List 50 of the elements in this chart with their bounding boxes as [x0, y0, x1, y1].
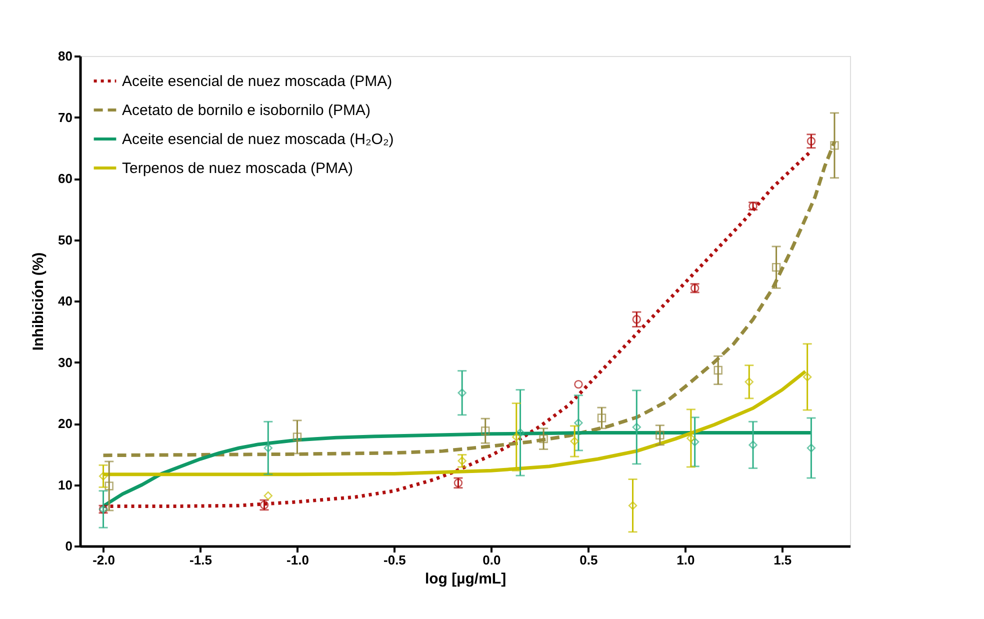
point [574, 380, 583, 389]
x-axis-title: log [µg/mL] [424, 570, 506, 588]
point [744, 377, 754, 386]
point [539, 434, 548, 444]
point [628, 501, 638, 510]
x-tick-label: 1.5 [774, 552, 792, 568]
point [748, 440, 758, 450]
y-tick-label: 70 [58, 110, 72, 125]
point [292, 432, 302, 442]
x-tick-label: -1.5 [190, 552, 212, 568]
point [98, 472, 108, 481]
point [104, 482, 114, 490]
point [264, 444, 272, 452]
point [656, 430, 664, 440]
legend-label: Acetato de bornilo e isobornilo (PMA) [122, 102, 370, 119]
point [714, 366, 722, 375]
y-tick-label: 0 [65, 538, 72, 554]
y-tick-label: 40 [58, 294, 72, 308]
x-tick-label: -2.0 [92, 552, 115, 568]
point [458, 456, 466, 466]
y-tick-label: 30 [58, 354, 72, 370]
y-tick-label: 60 [58, 171, 72, 186]
point [830, 141, 839, 150]
y-tick-label: 50 [58, 232, 72, 248]
x-tick-label: -0.5 [384, 552, 406, 568]
x-tick-label: -1.0 [286, 552, 309, 568]
point [597, 414, 606, 422]
x-tick-label: 1.0 [676, 552, 695, 568]
y-axis-title: Inhibición (%) [30, 252, 48, 351]
point [802, 372, 812, 382]
x-tick-label: 0.5 [580, 552, 598, 568]
y-tick-label: 10 [58, 477, 72, 492]
y-tick-label: 20 [58, 416, 72, 431]
x-tick-label: 0.0 [482, 552, 501, 568]
point [632, 422, 642, 432]
point [806, 444, 816, 452]
y-tick-label: 80 [58, 48, 72, 64]
legend-label: Terpenos de nuez moscada (PMA) [122, 160, 353, 177]
point [772, 262, 781, 272]
legend-label: Aceite esencial de nuez moscada (H₂O₂) [122, 131, 394, 148]
point [570, 436, 579, 446]
point [806, 136, 816, 146]
point [574, 418, 583, 428]
point [481, 426, 490, 436]
legend-label: Aceite esencial de nuez moscada (PMA) [122, 73, 392, 90]
point [458, 388, 466, 398]
point [686, 434, 696, 443]
point [512, 432, 521, 442]
point [264, 491, 272, 500]
point [632, 315, 642, 324]
